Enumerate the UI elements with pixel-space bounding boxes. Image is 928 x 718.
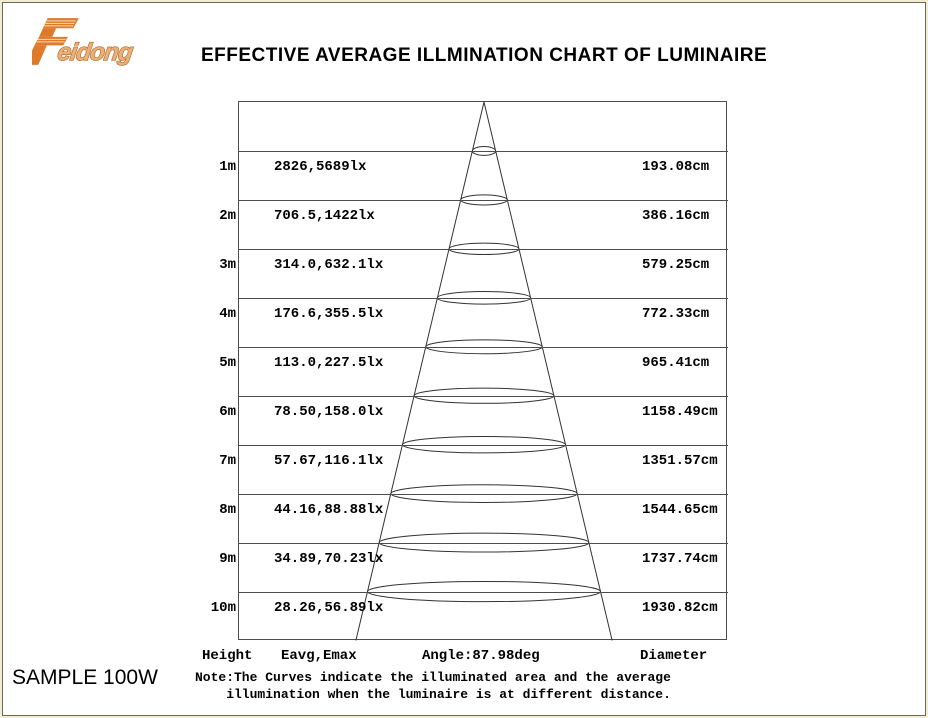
svg-text:eidong: eidong [56,39,135,66]
